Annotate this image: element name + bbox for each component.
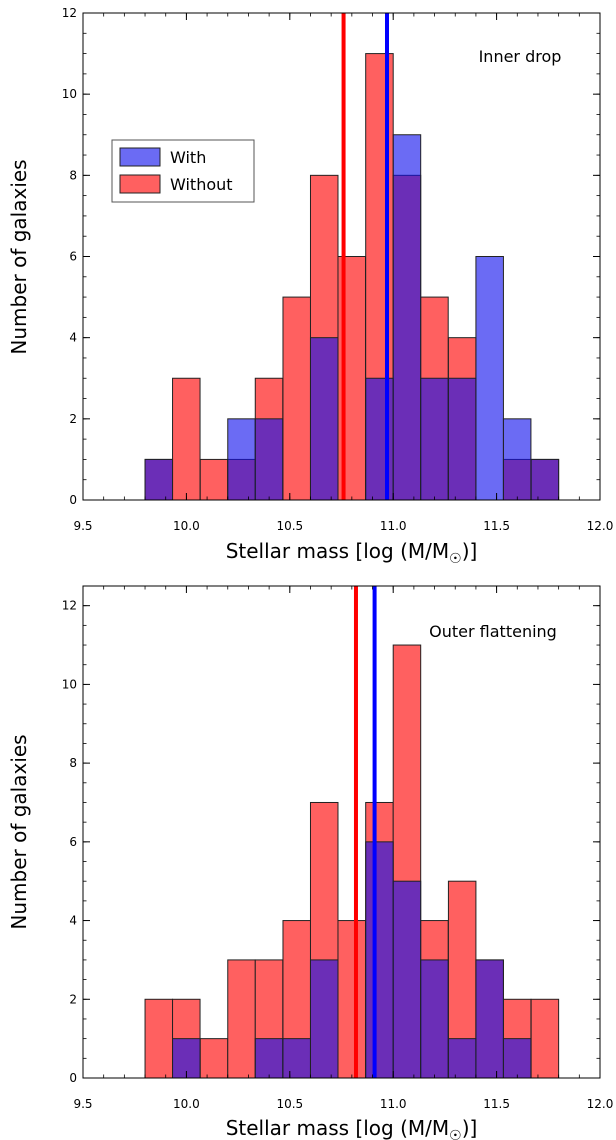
y-tick-label: 4 [69, 331, 77, 345]
y-tick-label: 6 [69, 835, 77, 849]
bar-without-bin-1 [173, 378, 201, 500]
histogram-panel-1: 9.5 10.0 10.5 11.0 11.5 12.0 0 2 4 6 8 10 12 Stellar … [7, 6, 613, 567]
bar-with-bin-11 [448, 378, 476, 500]
x-tick-label: 10.5 [276, 519, 303, 533]
bar-with-bin-6 [310, 960, 338, 1078]
bar-with-bin-10 [421, 960, 449, 1078]
panel-annotation: Outer flattening [429, 622, 557, 641]
bar-without-bin-14 [531, 999, 559, 1078]
y-tick-label: 8 [69, 756, 77, 770]
bar-with-bin-9 [393, 881, 421, 1078]
bar-with-bin-0 [145, 459, 173, 500]
legend-swatch-with [120, 148, 160, 166]
bar-with-bin-8 [366, 842, 394, 1078]
legend-label-with: With [170, 148, 206, 167]
x-axis-title: Stellar mass [log (M/M☉)] [226, 539, 478, 567]
y-tick-label: 6 [69, 250, 77, 264]
histogram-panel-2: 9.5 10.0 10.5 11.0 11.5 12.0 0 2 4 6 8 10 12 Stellar … [7, 586, 613, 1140]
panel-annotation: Inner drop [479, 47, 562, 66]
bar-with-bin-13 [503, 419, 531, 500]
bar-without-bin-2 [200, 459, 228, 500]
bar-without-bin-5 [283, 297, 311, 500]
y-tick-label: 4 [69, 914, 77, 928]
x-tick-label: 9.5 [73, 519, 92, 533]
bar-with-bin-14 [531, 459, 559, 500]
bar-with-bin-11 [448, 1039, 476, 1078]
y-tick-label: 2 [69, 412, 77, 426]
bar-with-bin-12 [476, 257, 504, 501]
x-tick-label: 11.0 [380, 519, 407, 533]
y-tick-label: 0 [69, 1071, 77, 1085]
y-tick-label: 8 [69, 168, 77, 182]
y-tick-label: 10 [62, 677, 77, 691]
bar-with-bin-13 [503, 1039, 531, 1078]
x-tick-label: 10.5 [276, 1097, 303, 1111]
bar-with-bin-12 [476, 960, 504, 1078]
x-tick-label: 11.5 [483, 519, 510, 533]
x-tick-label: 11.5 [483, 1097, 510, 1111]
bar-with-bin-5 [283, 1039, 311, 1078]
x-tick-label: 10.0 [173, 519, 200, 533]
y-axis-title: Number of galaxies [7, 159, 31, 354]
bar-without-bin-0 [145, 999, 173, 1078]
x-axis-title: Stellar mass [log (M/M☉)] [226, 1116, 478, 1140]
y-tick-label: 12 [62, 599, 77, 613]
legend-swatch-without [120, 175, 160, 193]
bar-with-bin-6 [310, 338, 338, 500]
x-tick-label: 9.5 [73, 1097, 92, 1111]
y-tick-label: 12 [62, 6, 77, 20]
bar-with-bin-3 [228, 419, 256, 500]
bar-without-bin-7 [338, 921, 366, 1078]
y-tick-label: 10 [62, 87, 77, 101]
bar-without-bin-3 [228, 960, 256, 1078]
x-tick-label: 12.0 [587, 519, 614, 533]
bar-with-bin-4 [255, 1039, 283, 1078]
bar-with-bin-8 [366, 378, 394, 500]
legend-label-without: Without [170, 175, 233, 194]
x-tick-label: 10.0 [173, 1097, 200, 1111]
legend: With Without [112, 140, 254, 202]
x-tick-label: 11.0 [380, 1097, 407, 1111]
bar-with-bin-10 [421, 378, 449, 500]
y-tick-label: 2 [69, 992, 77, 1006]
bar-with-bin-4 [255, 419, 283, 500]
bar-without-bin-2 [200, 1039, 228, 1078]
bar-with-bin-9 [393, 135, 421, 500]
y-tick-label: 0 [69, 493, 77, 507]
y-axis-title: Number of galaxies [7, 734, 31, 929]
x-tick-label: 12.0 [587, 1097, 614, 1111]
